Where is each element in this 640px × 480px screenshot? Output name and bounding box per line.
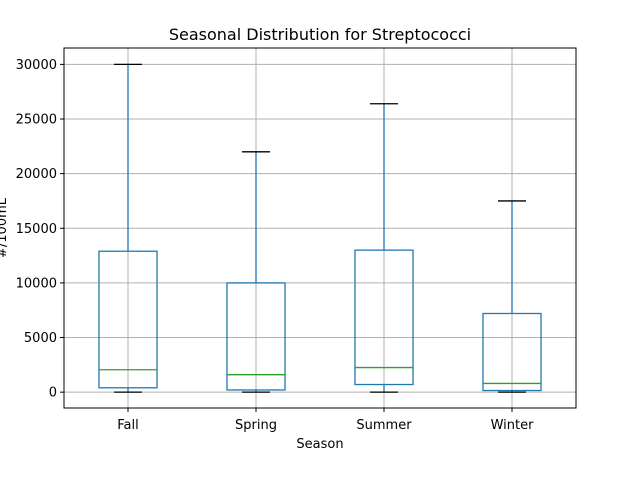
y-tick-label: 10000 [16,276,57,291]
box-iqr [482,312,542,392]
y-tick-label: 30000 [16,58,57,73]
x-tick-label: Fall [117,418,138,433]
x-tick-label: Summer [356,418,412,433]
x-tick-label: Spring [235,418,277,433]
box-fall [98,63,158,393]
chart-title: Seasonal Distribution for Streptococci [169,25,471,44]
box-iqr [98,250,158,389]
y-ticks: 0 5000 10000 15000 20000 25000 30000 [16,58,64,401]
box-spring [226,151,286,393]
y-axis-label: #/100mL [0,197,10,258]
grid-lines [64,48,576,408]
box-plot-layer [98,63,542,393]
box-iqr [226,282,286,391]
x-axis-label: Season [296,437,343,452]
y-tick-label: 20000 [16,167,57,182]
x-tick-label: Winter [491,418,535,433]
y-tick-label: 15000 [16,222,57,237]
y-tick-label: 0 [49,386,57,401]
box-summer [354,103,414,393]
y-tick-label: 25000 [16,113,57,128]
box-winter [482,200,542,393]
box-iqr [354,249,414,386]
x-ticks: Fall Spring Summer Winter [117,408,534,433]
y-tick-label: 5000 [24,331,57,346]
